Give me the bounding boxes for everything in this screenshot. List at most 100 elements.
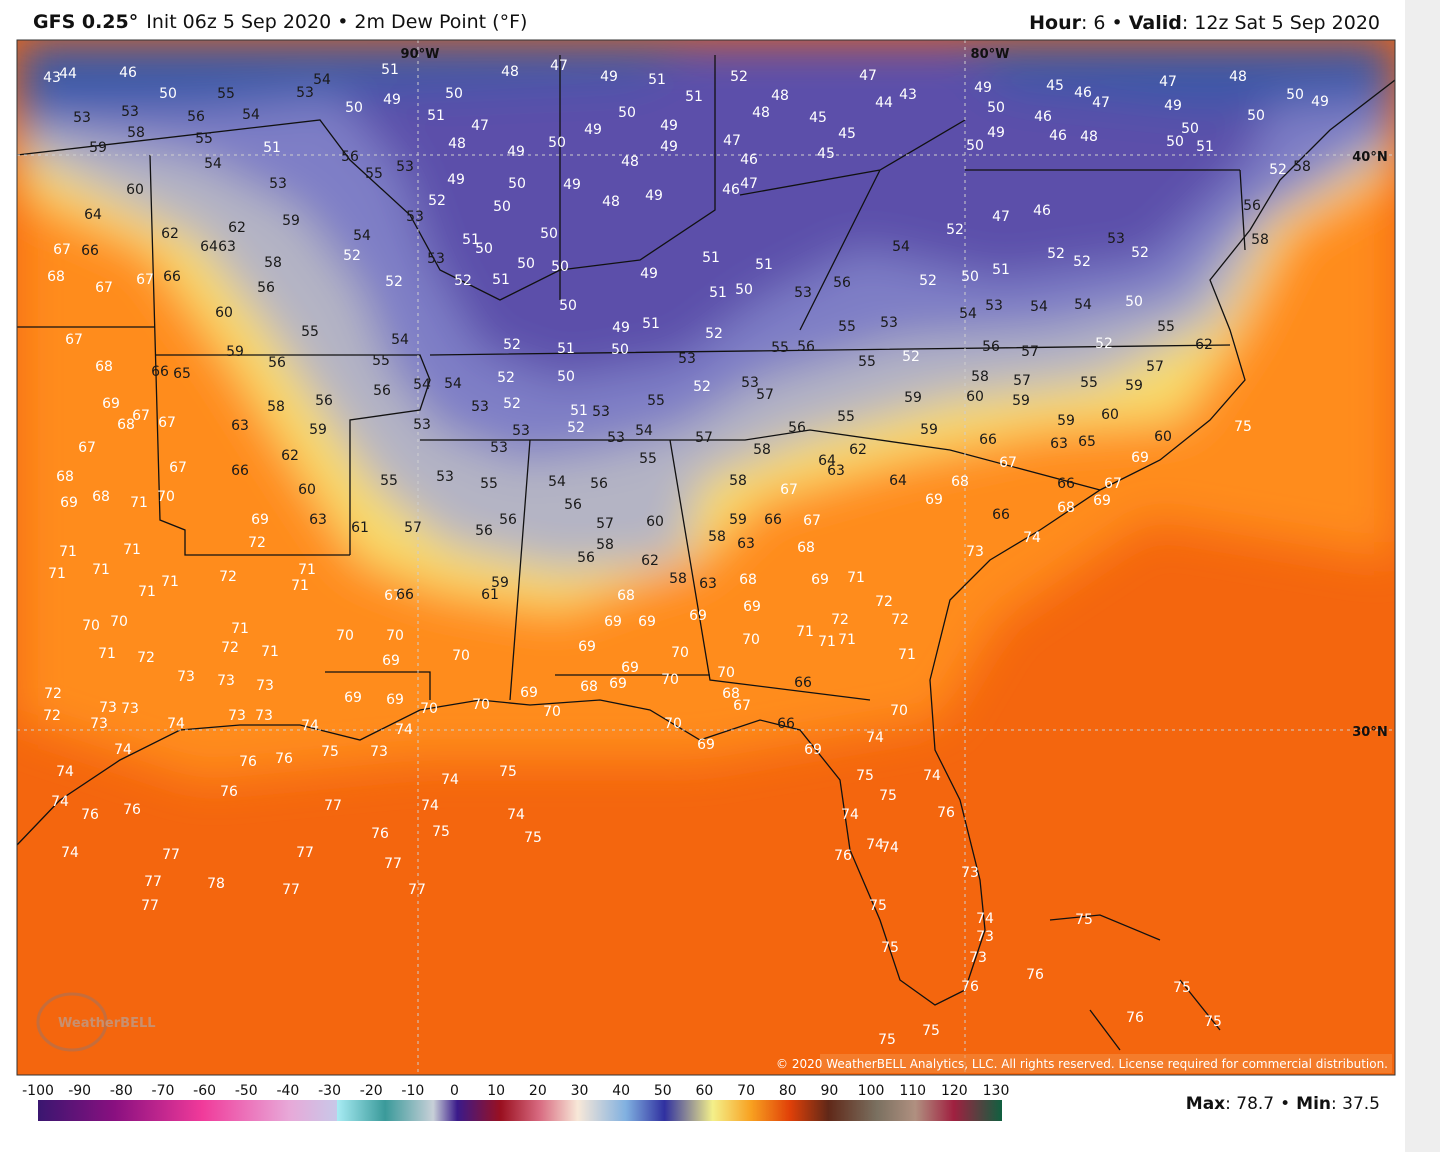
station-value: 48 [1229, 69, 1247, 85]
station-value: 63 [699, 576, 717, 592]
station-value: 50 [508, 176, 526, 192]
station-value: 65 [1078, 434, 1096, 450]
station-value: 52 [428, 193, 446, 209]
station-value: 52 [1269, 162, 1287, 178]
station-value: 53 [1107, 231, 1125, 247]
station-value: 70 [420, 701, 438, 717]
station-value: 47 [859, 68, 877, 84]
station-value: 50 [540, 226, 558, 242]
station-value: 74 [395, 722, 413, 738]
station-value: 50 [1125, 294, 1143, 310]
station-value: 53 [678, 351, 696, 367]
station-value: 45 [817, 146, 835, 162]
station-value: 44 [875, 95, 893, 111]
station-value: 67 [95, 280, 113, 296]
valid-label: Valid [1129, 12, 1182, 34]
station-value: 75 [1234, 419, 1252, 435]
station-value: 49 [1311, 94, 1329, 110]
station-value: 77 [384, 856, 402, 872]
station-value: 66 [979, 432, 997, 448]
station-value: 49 [612, 320, 630, 336]
station-value: 59 [904, 390, 922, 406]
station-value: 55 [380, 473, 398, 489]
station-value: 70 [661, 672, 679, 688]
station-value: 74 [841, 807, 859, 823]
station-value: 68 [1057, 500, 1075, 516]
station-value: 68 [56, 469, 74, 485]
station-value: 66 [151, 364, 169, 380]
station-value: 73 [99, 700, 117, 716]
station-value: 49 [660, 118, 678, 134]
station-value: 53 [427, 251, 445, 267]
station-value: 58 [264, 255, 282, 271]
station-value: 51 [381, 62, 399, 78]
station-value: 67 [169, 460, 187, 476]
station-value: 49 [563, 177, 581, 193]
station-value: 53 [269, 176, 287, 192]
station-value: 51 [1196, 139, 1214, 155]
colorbar-tick-label: -40 [276, 1083, 299, 1099]
station-value: 48 [1080, 129, 1098, 145]
station-value: 59 [920, 422, 938, 438]
station-value: 56 [341, 149, 359, 165]
station-value: 56 [788, 420, 806, 436]
station-value: 59 [309, 422, 327, 438]
station-value: 54 [242, 107, 260, 123]
station-value: 51 [492, 272, 510, 288]
colorbar-tick-label: 90 [820, 1083, 838, 1099]
lat-label: 40°N [1352, 150, 1387, 165]
field-name: 2m Dew Point (°F) [354, 11, 527, 33]
station-value: 75 [879, 788, 897, 804]
station-value: 76 [834, 848, 852, 864]
station-value: 45 [809, 110, 827, 126]
station-value: 72 [248, 535, 266, 551]
station-value: 77 [282, 882, 300, 898]
station-value: 53 [794, 285, 812, 301]
station-value: 63 [1050, 436, 1068, 452]
station-value: 74 [51, 794, 69, 810]
station-value: 70 [472, 697, 490, 713]
station-value: 47 [740, 176, 758, 192]
station-value: 74 [421, 798, 439, 814]
station-value: 49 [507, 144, 525, 160]
station-value: 52 [946, 222, 964, 238]
station-value: 73 [121, 701, 139, 717]
station-value: 50 [966, 138, 984, 154]
station-value: 57 [695, 430, 713, 446]
station-value: 54 [892, 239, 910, 255]
station-value: 73 [370, 744, 388, 760]
station-value: 66 [992, 507, 1010, 523]
station-value: 73 [217, 673, 235, 689]
station-value: 69 [60, 495, 78, 511]
station-value: 60 [1154, 429, 1172, 445]
station-value: 73 [177, 669, 195, 685]
station-value: 67 [78, 440, 96, 456]
station-value: 72 [219, 569, 237, 585]
station-value: 75 [881, 940, 899, 956]
hour-label: Hour [1029, 12, 1081, 34]
station-value: 71 [796, 624, 814, 640]
stats: Max: 78.7 • Min: 37.5 [1186, 1094, 1380, 1114]
station-value: 67 [780, 482, 798, 498]
station-value: 56 [833, 275, 851, 291]
station-value: 74 [866, 837, 884, 853]
station-value: 49 [1164, 98, 1182, 114]
station-value: 55 [365, 166, 383, 182]
colorbar-tick-label: 40 [612, 1083, 630, 1099]
station-value: 55 [1157, 319, 1175, 335]
station-value: 55 [647, 393, 665, 409]
station-value: 67 [53, 242, 71, 258]
station-value: 75 [869, 898, 887, 914]
station-value: 62 [228, 220, 246, 236]
station-value: 50 [159, 86, 177, 102]
colorbar-tick-label: 60 [696, 1083, 714, 1099]
station-value: 57 [756, 387, 774, 403]
station-value: 66 [1057, 476, 1075, 492]
station-value: 73 [256, 678, 274, 694]
station-value: 58 [708, 529, 726, 545]
lat-label: 30°N [1352, 725, 1387, 740]
station-value: 50 [1247, 108, 1265, 124]
station-value: 77 [296, 845, 314, 861]
station-value: 66 [764, 512, 782, 528]
